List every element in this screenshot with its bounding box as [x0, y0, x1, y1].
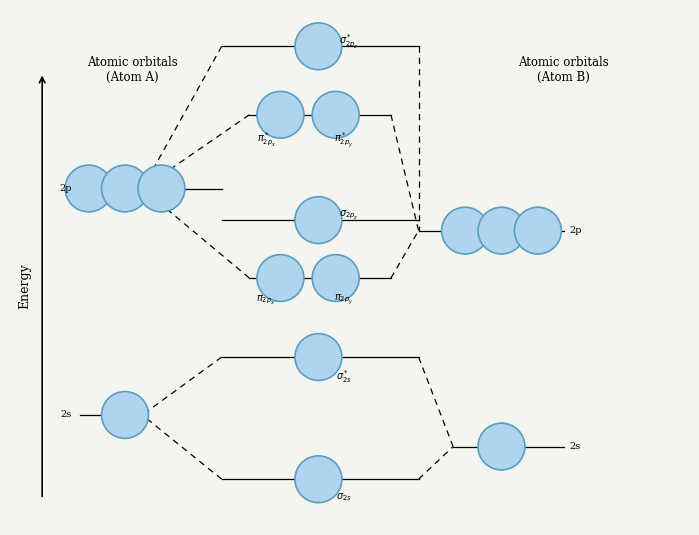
Text: Atomic orbitals
(Atom A): Atomic orbitals (Atom A) — [87, 56, 178, 84]
Ellipse shape — [65, 165, 112, 212]
Text: Atomic orbitals
(Atom B): Atomic orbitals (Atom B) — [518, 56, 609, 84]
Text: $\pi^*_{2p_y}$: $\pi^*_{2p_y}$ — [334, 131, 354, 150]
Ellipse shape — [478, 423, 525, 470]
Ellipse shape — [478, 207, 525, 254]
Ellipse shape — [295, 197, 342, 243]
Ellipse shape — [295, 334, 342, 380]
Text: 2p: 2p — [569, 226, 582, 235]
Text: $\sigma^*_{2s}$: $\sigma^*_{2s}$ — [336, 369, 352, 385]
Ellipse shape — [257, 255, 304, 301]
Ellipse shape — [295, 23, 342, 70]
Ellipse shape — [101, 165, 148, 212]
Text: $\pi_{2p_y}$: $\pi_{2p_y}$ — [334, 293, 354, 307]
Text: $\pi_{2p_x}$: $\pi_{2p_x}$ — [256, 293, 275, 305]
Text: 2p: 2p — [59, 184, 72, 193]
Ellipse shape — [312, 255, 359, 301]
Ellipse shape — [257, 91, 304, 138]
Ellipse shape — [312, 91, 359, 138]
Text: 2s: 2s — [569, 442, 580, 451]
Ellipse shape — [101, 392, 148, 438]
Text: $\sigma^*_{2p_z}$: $\sigma^*_{2p_z}$ — [339, 32, 359, 50]
Text: Energy: Energy — [18, 263, 31, 309]
Text: $\pi^*_{2p_x}$: $\pi^*_{2p_x}$ — [257, 131, 276, 149]
Ellipse shape — [295, 456, 342, 502]
Ellipse shape — [514, 207, 561, 254]
Text: $\sigma_{2s}$: $\sigma_{2s}$ — [336, 491, 352, 503]
Ellipse shape — [138, 165, 185, 212]
Text: $\sigma_{2p_z}$: $\sigma_{2p_z}$ — [339, 208, 359, 221]
Ellipse shape — [442, 207, 489, 254]
Text: 2s: 2s — [61, 410, 72, 419]
